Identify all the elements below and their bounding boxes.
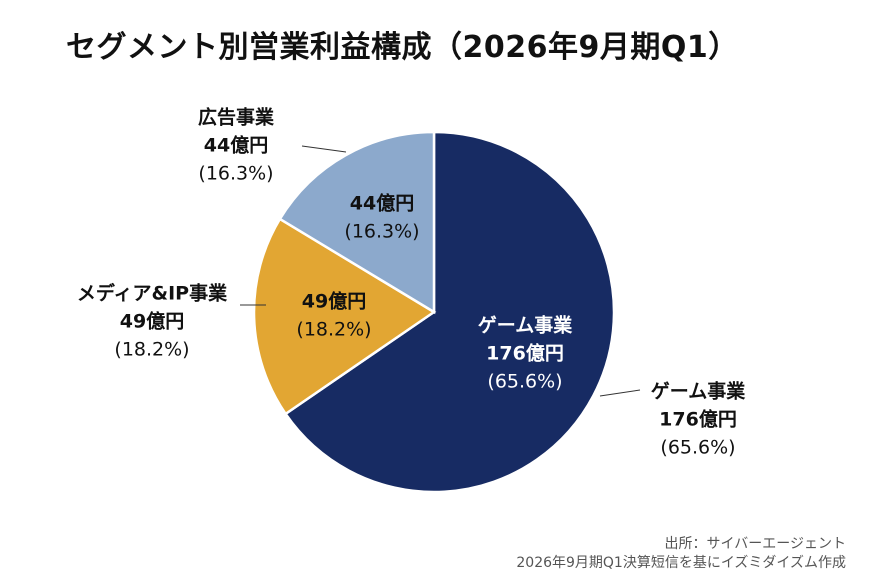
pie-slice-ad — [278, 130, 436, 315]
pie-slices — [252, 130, 616, 494]
inner-label-media-ip-value: 49億円 — [302, 290, 366, 313]
callout-game-name: ゲーム事業 — [651, 380, 746, 403]
chart-title: セグメント別営業利益構成（2026年9月期Q1） — [66, 30, 739, 65]
inner-label-game-percent: (65.6%) — [487, 371, 562, 393]
callout-labels: ゲーム事業 176億円 (65.6%) メディア&IP事業 49億円 (18.2%) 広告事… — [77, 106, 746, 459]
slice-inner-labels: ゲーム事業 176億円 (65.6%) 49億円 (18.2%) 44億円 (16.3%) — [296, 192, 573, 393]
inner-label-game-name: ゲーム事業 — [478, 314, 573, 337]
callout-game-percent: (65.6%) — [660, 437, 735, 459]
inner-label-media-ip-percent: (18.2%) — [296, 319, 371, 341]
inner-label-ad-value: 44億円 — [350, 192, 414, 215]
callout-ad-name: 広告事業 — [198, 106, 275, 129]
inner-label-ad-percent: (16.3%) — [344, 221, 419, 243]
source-line-1: 出所：サイバーエージェント — [664, 536, 846, 552]
callout-media-ip-percent: (18.2%) — [114, 339, 189, 361]
callout-ad-value: 44億円 — [204, 134, 268, 157]
pie-slice-game — [283, 130, 616, 494]
callout-game-value: 176億円 — [659, 408, 737, 431]
source-line-2: 2026年9月期Q1決算短信を基にイズミダイズム作成 — [516, 555, 846, 571]
callout-media-ip-value: 49億円 — [120, 310, 184, 333]
leader-lines — [240, 145, 641, 397]
callout-media-ip-name: メディア&IP事業 — [77, 282, 228, 305]
inner-label-game-value: 176億円 — [486, 342, 564, 365]
source-note: 出所：サイバーエージェント 2026年9月期Q1決算短信を基にイズミダイズム作成 — [516, 535, 846, 573]
leader-line-game — [599, 389, 641, 397]
pie-slice-media-ip — [252, 217, 437, 416]
leader-line-ad — [301, 145, 347, 153]
callout-ad-percent: (16.3%) — [198, 163, 273, 185]
